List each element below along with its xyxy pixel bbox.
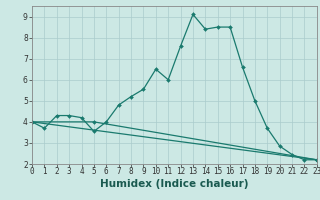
X-axis label: Humidex (Indice chaleur): Humidex (Indice chaleur) [100,179,249,189]
